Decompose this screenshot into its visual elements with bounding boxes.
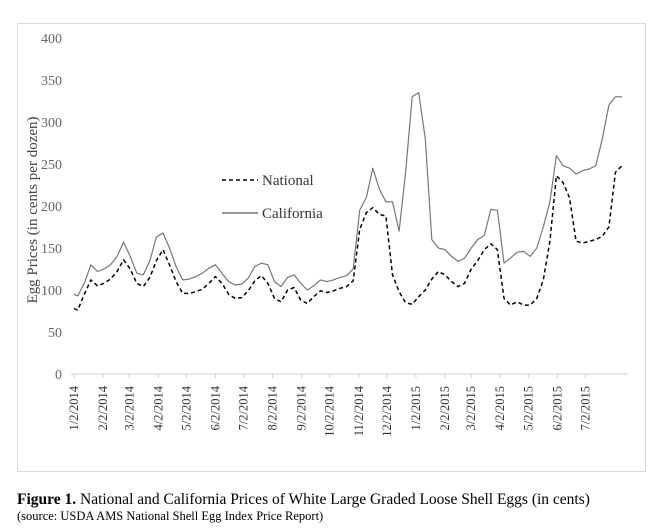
series-layer [73,91,623,311]
y-axis-ticks: 0 50 100 150 200 250 300 350 400 [41,32,62,383]
y-tick-label: 0 [55,368,62,383]
caption-source: (source: USDA AMS National Shell Egg Ind… [17,509,324,523]
x-tick-label: 3/2/2015 [464,386,478,430]
legend-label-california: California [262,206,323,222]
x-tick-label: 2/2/2015 [438,386,452,430]
legend-label-national: National [262,173,314,189]
figure-label: Figure 1. [17,491,77,508]
x-tick-label: 10/2/2014 [323,385,337,436]
x-tick-label: 12/2/2014 [380,385,394,436]
x-tick-label: 3/2/2014 [122,385,136,430]
chart-frame [17,23,646,472]
x-tick-label: 5/2/2014 [179,385,193,430]
legend: National California [222,173,323,222]
figure-caption: Figure 1. National and California Prices… [17,491,647,524]
y-tick-label: 150 [41,242,62,257]
y-tick-label: 250 [41,158,62,173]
y-axis-title: Egg Prices (in cents per dozen) [25,116,41,303]
egg-price-chart: 0 50 100 150 200 250 300 350 400 1/2/2014 2/2/201… [25,32,628,437]
series-line-national [73,165,623,311]
y-tick-label: 200 [41,200,62,215]
x-tick-label: 5/2/2015 [521,386,535,430]
x-tick-label: 8/2/2014 [266,385,280,430]
x-tick-label: 7/2/2014 [237,385,251,430]
y-tick-label: 300 [41,116,62,131]
x-tick-label: 6/2/2014 [208,385,222,430]
x-tick-label: 11/2/2014 [352,385,366,436]
x-tick-label: 4/2/2015 [493,386,507,430]
y-tick-label: 400 [41,32,62,47]
y-tick-label: 350 [41,74,62,89]
x-axis-ticks: 1/2/2014 2/2/2014 3/2/2014 4/2/2014 5/2/2014… [67,385,592,436]
x-tick-label: 4/2/2014 [151,385,165,430]
x-tick-label: 6/2/2015 [550,386,564,430]
caption-title: Figure 1. National and California Prices… [17,491,647,509]
series-line-california [73,91,622,297]
x-tick-label: 7/2/2015 [578,386,592,430]
y-tick-label: 100 [41,284,62,299]
x-tick-label: 2/2/2014 [96,385,110,430]
x-tick-label: 1/2/2014 [67,385,81,430]
y-tick-label: 50 [48,326,62,341]
x-tick-label: 1/2/2015 [409,386,423,430]
caption-text: National and California Prices of White … [76,491,590,508]
x-axis-tick-marks [73,374,586,378]
x-tick-label: 9/2/2014 [295,385,309,430]
